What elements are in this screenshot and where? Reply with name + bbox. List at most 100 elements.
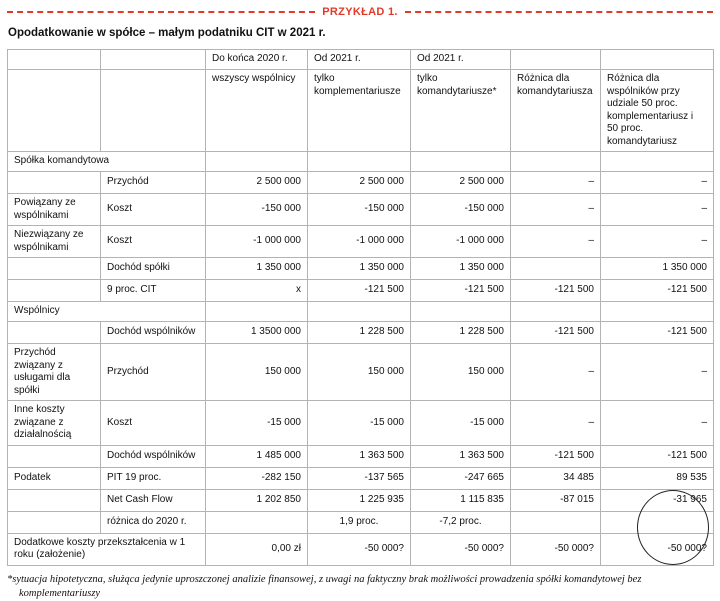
cell-value: 1 228 500 (410, 321, 511, 344)
cell-value: -150 000 (410, 193, 511, 226)
cell-value: 2 500 000 (307, 171, 411, 194)
tax-table: Do końca 2020 r. Od 2021 r. Od 2021 r. wszy… (7, 49, 714, 566)
cell-value (410, 151, 511, 172)
cell-value: 1 3500 000 (205, 321, 308, 344)
column-header (100, 69, 206, 152)
row-label (7, 510, 101, 534)
cell-value (510, 151, 601, 172)
cell-value: – (600, 225, 714, 258)
cell-value: -15 000 (205, 400, 308, 446)
cell-value (307, 301, 411, 322)
cell-value: 1 350 000 (600, 257, 714, 280)
column-header: wszyscy wspólnicy (205, 69, 308, 152)
cell-value: -121 500 (410, 279, 511, 302)
section-label: Wspólnicy (7, 301, 206, 322)
row-label (7, 279, 101, 302)
cell-value: -121 500 (510, 321, 601, 344)
row-sublabel: Przychód (100, 171, 206, 194)
row-label: Podatek (7, 466, 101, 490)
cell-value: – (600, 343, 714, 401)
cell-value (205, 151, 308, 172)
cell-value: 34 485 (510, 466, 601, 490)
cell-value: -150 000 (205, 193, 308, 226)
cell-value: – (510, 400, 601, 446)
row-sublabel: różnica do 2020 r. (100, 510, 206, 534)
row-label (7, 171, 101, 194)
cell-value: -15 000 (410, 400, 511, 446)
column-header (510, 49, 601, 70)
cell-value: -1 000 000 (205, 225, 308, 258)
example-kicker: PRZYKŁAD 1. (322, 6, 398, 18)
cell-value: 1 485 000 (205, 444, 308, 468)
cell-value: 2 500 000 (205, 171, 308, 194)
cell-value: -50 000? (600, 532, 714, 566)
row-sublabel: Koszt (100, 193, 206, 226)
row-sublabel: Przychód (100, 343, 206, 401)
cell-value: -282 150 (205, 466, 308, 490)
example-header: PRZYKŁAD 1. (7, 5, 714, 19)
cell-value (510, 257, 601, 280)
document-title: Opodatkowanie w spółce – małym podatniku… (8, 27, 326, 39)
cell-value: 150 000 (307, 343, 411, 401)
section-label: Spółka komandytowa (7, 151, 206, 172)
dashed-line-left (7, 11, 316, 13)
cell-value: – (600, 171, 714, 194)
cell-value: -50 000? (410, 532, 511, 566)
row-label (7, 321, 101, 344)
table-head: Do końca 2020 r. Od 2021 r. Od 2021 r. wszy… (7, 49, 714, 152)
footnote: *sytuacja hipotetyczna, służąca jedynie … (7, 573, 642, 599)
cell-value: 150 000 (205, 343, 308, 401)
cell-value (205, 510, 308, 534)
cell-value: -121 500 (600, 444, 714, 468)
cell-value (205, 301, 308, 322)
cell-value: -1 000 000 (307, 225, 411, 258)
cell-value (510, 301, 601, 322)
row-label: Przychód związany z usługami dla spółki (7, 343, 101, 401)
cell-value: 1 363 500 (307, 444, 411, 468)
cell-value: -87 015 (510, 488, 601, 512)
cell-value: 2 500 000 (410, 171, 511, 194)
cell-value: 1 350 000 (205, 257, 308, 280)
row-label: Dodatkowe koszty przekształcenia w 1 rok… (7, 532, 206, 566)
cell-value (600, 510, 714, 534)
cell-value: -137 565 (307, 466, 411, 490)
row-sublabel: Dochód wspólników (100, 321, 206, 344)
column-header (7, 49, 101, 70)
cell-value (307, 151, 411, 172)
cell-value: 1,9 proc. (307, 510, 411, 534)
cell-value: 1 115 835 (410, 488, 511, 512)
cell-value: 1 225 935 (307, 488, 411, 512)
cell-value: x (205, 279, 308, 302)
cell-value: 0,00 zł (205, 532, 308, 566)
cell-value: – (510, 225, 601, 258)
row-sublabel: 9 proc. CIT (100, 279, 206, 302)
row-label (7, 444, 101, 468)
column-header (7, 69, 101, 152)
column-header: Różnica dla wspólników przy udziale 50 p… (600, 69, 714, 152)
cell-value: 1 350 000 (307, 257, 411, 280)
column-header: Od 2021 r. (410, 49, 511, 70)
cell-value: -121 500 (510, 279, 601, 302)
cell-value: 1 202 850 (205, 488, 308, 512)
cell-value: -150 000 (307, 193, 411, 226)
cell-value: -247 665 (410, 466, 511, 490)
cell-value: – (600, 193, 714, 226)
column-header (100, 49, 206, 70)
row-label: Niezwiązany ze wspólnikami (7, 225, 101, 258)
cell-value: 89 535 (600, 466, 714, 490)
column-header (600, 49, 714, 70)
column-header: Różnica dla komandytariusza (510, 69, 601, 152)
column-header: Do końca 2020 r. (205, 49, 308, 70)
row-sublabel: PIT 19 proc. (100, 466, 206, 490)
cell-value: – (510, 193, 601, 226)
cell-value: -121 500 (510, 444, 601, 468)
cell-value: -1 000 000 (410, 225, 511, 258)
cell-value (600, 151, 714, 172)
cell-value (600, 301, 714, 322)
cell-value (410, 301, 511, 322)
cell-value: 1 228 500 (307, 321, 411, 344)
column-header: Od 2021 r. (307, 49, 411, 70)
row-sublabel: Koszt (100, 225, 206, 258)
row-label: Inne koszty związane z działalnością (7, 400, 101, 446)
